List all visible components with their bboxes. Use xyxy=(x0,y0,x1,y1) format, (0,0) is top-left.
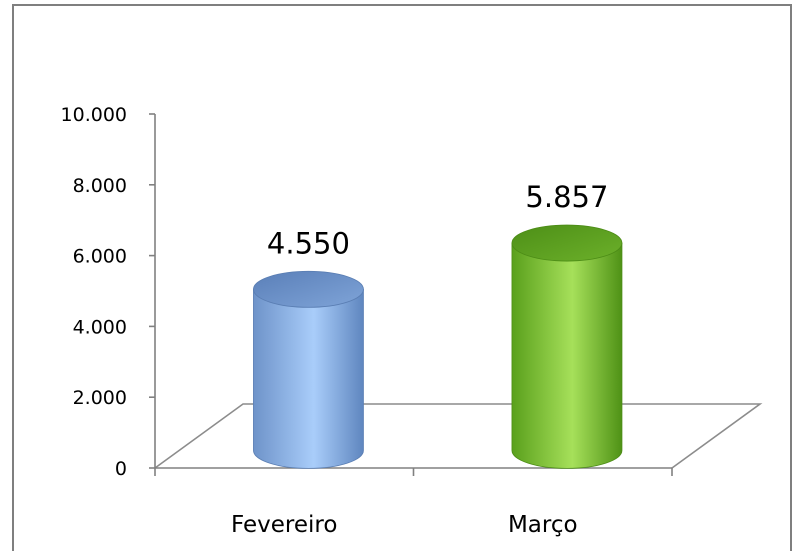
y-ticks: 0 2.000 4.000 6.000 8.000 10.000 xyxy=(61,104,155,480)
bar-top xyxy=(511,224,623,262)
bar-body xyxy=(253,288,364,469)
y-tick-label: 0 xyxy=(115,458,127,480)
bars xyxy=(253,224,623,469)
bar-body xyxy=(511,242,623,469)
floor-outline xyxy=(154,403,763,469)
bar-2 xyxy=(511,224,623,469)
chart-frame xyxy=(12,4,792,551)
y-tick-label: 10.000 xyxy=(61,104,127,126)
data-label: 5.857 xyxy=(525,180,608,214)
y-axis: 0 2.000 4.000 6.000 8.000 10.000 xyxy=(61,104,156,480)
y-tick-label: 8.000 xyxy=(73,175,127,197)
bar-1 xyxy=(253,270,364,469)
y-tick-label: 4.000 xyxy=(73,316,127,338)
data-label: 4.550 xyxy=(267,226,350,260)
y-tick-label: 2.000 xyxy=(73,387,127,409)
x-category-label: Fevereiro xyxy=(231,512,337,538)
bar-top xyxy=(253,270,364,308)
data-labels: 4.550 5.857 xyxy=(267,180,609,260)
x-category-label: Março xyxy=(508,512,578,538)
x-ticks: Fevereiro Março xyxy=(154,468,673,538)
x-axis: Fevereiro Março xyxy=(154,467,673,538)
chart-floor xyxy=(154,403,763,469)
y-tick-label: 6.000 xyxy=(73,246,127,268)
